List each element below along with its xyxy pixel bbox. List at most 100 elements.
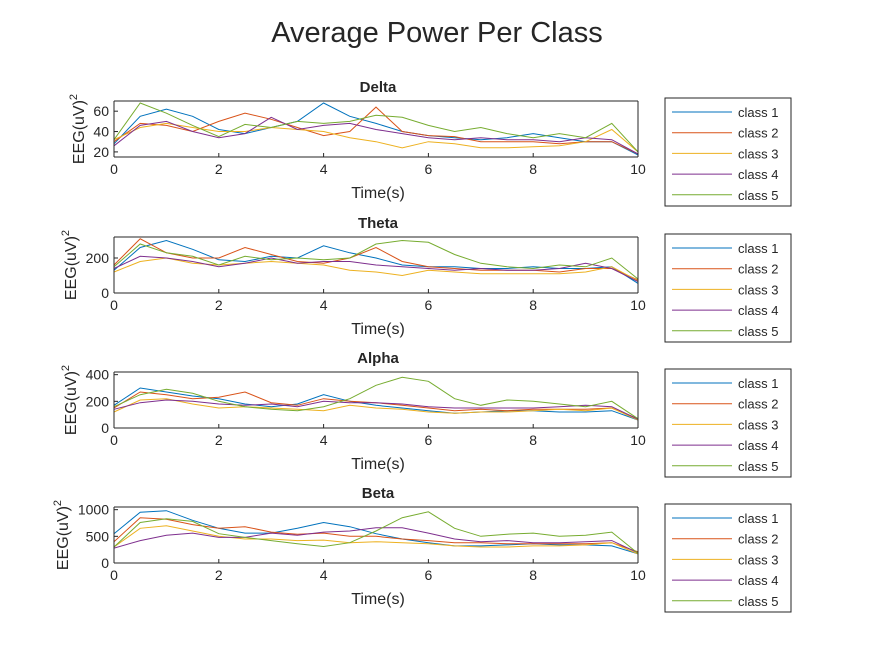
- subplot-title: Beta: [362, 485, 395, 502]
- series-line-class-1: [113, 510, 639, 555]
- y-axis-label: EEG(uV)2: [60, 230, 80, 300]
- series-line-class-4: [113, 255, 639, 283]
- figure-title: Average Power Per Class: [271, 17, 603, 49]
- legend-entry: class 2: [738, 262, 778, 277]
- series-line-class-2: [113, 238, 639, 281]
- y-axis-label: EEG(uV)2: [68, 94, 88, 164]
- legend-entry: class 1: [738, 105, 778, 120]
- legend-entry: class 3: [738, 146, 778, 161]
- legend-entry: class 2: [738, 397, 778, 412]
- subplot-title: Alpha: [357, 350, 399, 367]
- y-tick-label: 40: [93, 124, 109, 140]
- legend-entry: class 5: [738, 459, 778, 474]
- x-tick-label: 6: [425, 567, 433, 583]
- legend-entry: class 5: [738, 188, 778, 203]
- series-line-class-5: [113, 511, 639, 554]
- plot-area: [114, 507, 638, 563]
- x-tick-label: 0: [110, 297, 118, 313]
- x-tick-label: 10: [630, 567, 646, 583]
- series-line-class-3: [113, 398, 639, 421]
- x-tick-label: 6: [425, 432, 433, 448]
- x-tick-label: 2: [215, 161, 223, 177]
- y-tick-label: 500: [86, 528, 110, 544]
- legend-entry: class 1: [738, 376, 778, 391]
- x-tick-label: 10: [630, 161, 646, 177]
- x-tick-label: 2: [215, 567, 223, 583]
- legend-entry: class 2: [738, 126, 778, 141]
- y-tick-label: 200: [86, 393, 110, 409]
- legend: class 1 class 2 class 3 class 4 class 5: [664, 233, 792, 343]
- x-tick-label: 6: [425, 161, 433, 177]
- legend-entry: class 3: [738, 552, 778, 567]
- x-tick-label: 0: [110, 567, 118, 583]
- y-tick-label: 60: [93, 103, 109, 119]
- x-tick-label: 4: [320, 161, 328, 177]
- legend-entry: class 4: [738, 573, 778, 588]
- x-tick-label: 4: [320, 297, 328, 313]
- subplot-title: Theta: [358, 215, 399, 232]
- legend-box: [664, 503, 792, 613]
- legend-entry: class 5: [738, 594, 778, 609]
- series-line-class-2: [113, 106, 639, 155]
- legend: class 1 class 2 class 3 class 4 class 5: [664, 97, 792, 207]
- legend-entry: class 2: [738, 532, 778, 547]
- subplot-beta: 0 2 4 6 8 10 0 500 1000 Beta Time(s) EEG(uV)2 class …: [52, 485, 792, 613]
- subplot-alpha: 0 2 4 6 8 10 0 200 400 Alpha Time(s) EEG(uV)2 class …: [60, 350, 792, 478]
- x-tick-label: 6: [425, 297, 433, 313]
- series-line-class-3: [113, 525, 639, 555]
- x-axis-label: Time(s): [351, 321, 405, 338]
- series-line-class-5: [113, 102, 639, 153]
- y-tick-label: 400: [86, 367, 110, 383]
- legend-entry: class 5: [738, 324, 778, 339]
- x-tick-label: 0: [110, 161, 118, 177]
- series-line-class-4: [113, 399, 639, 420]
- x-tick-label: 4: [320, 567, 328, 583]
- x-axis-label: Time(s): [351, 185, 405, 202]
- series-line-class-5: [113, 239, 639, 280]
- x-axis-label: Time(s): [351, 456, 405, 473]
- y-tick-label: 20: [93, 144, 109, 160]
- x-tick-label: 8: [529, 161, 537, 177]
- series-line-class-1: [113, 239, 639, 284]
- series-line-class-4: [113, 527, 639, 554]
- x-tick-label: 10: [630, 297, 646, 313]
- legend: class 1 class 2 class 3 class 4 class 5: [664, 368, 792, 478]
- legend-entry: class 3: [738, 417, 778, 432]
- y-axis-label: EEG(uV)2: [52, 500, 72, 570]
- series-line-class-1: [113, 102, 639, 156]
- x-tick-label: 8: [529, 297, 537, 313]
- legend-box: [664, 368, 792, 478]
- x-tick-label: 2: [215, 432, 223, 448]
- y-tick-label: 0: [101, 285, 109, 301]
- subplot-title: Delta: [360, 79, 397, 96]
- y-tick-label: 200: [86, 250, 110, 266]
- x-axis-label: Time(s): [351, 591, 405, 608]
- legend-box: [664, 233, 792, 343]
- series-line-class-4: [113, 116, 639, 155]
- legend-box: [664, 97, 792, 207]
- x-tick-label: 10: [630, 432, 646, 448]
- subplot-delta: 0 2 4 6 8 10 20 40 60 Delta Time(s) EEG(uV)2 class 1…: [68, 79, 792, 207]
- x-tick-label: 0: [110, 432, 118, 448]
- y-tick-label: 0: [101, 420, 109, 436]
- series-line-class-1: [113, 387, 639, 421]
- legend: class 1 class 2 class 3 class 4 class 5: [664, 503, 792, 613]
- y-tick-label: 0: [101, 555, 109, 571]
- x-tick-label: 2: [215, 297, 223, 313]
- plot-area: [114, 372, 638, 428]
- legend-entry: class 3: [738, 282, 778, 297]
- legend-entry: class 4: [738, 167, 778, 182]
- x-tick-label: 8: [529, 567, 537, 583]
- legend-entry: class 4: [738, 303, 778, 318]
- y-axis-label: EEG(uV)2: [60, 365, 80, 435]
- legend-entry: class 1: [738, 241, 778, 256]
- series-line-class-5: [113, 376, 639, 420]
- legend-entry: class 1: [738, 511, 778, 526]
- x-tick-label: 4: [320, 432, 328, 448]
- y-tick-label: 1000: [78, 502, 109, 518]
- legend-entry: class 4: [738, 438, 778, 453]
- x-tick-label: 8: [529, 432, 537, 448]
